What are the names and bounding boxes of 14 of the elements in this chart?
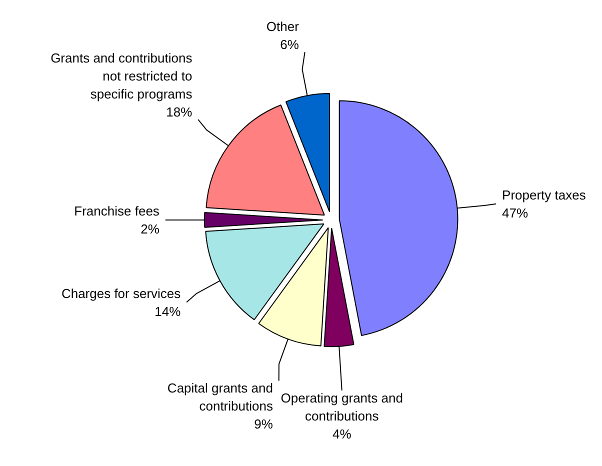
data-label: 2% bbox=[140, 221, 160, 236]
slice-label: Capital grants and contributions bbox=[167, 380, 274, 414]
slice-label: Charges for services bbox=[61, 286, 182, 301]
slice-label: Other bbox=[266, 19, 300, 34]
slice-label: Franchise fees bbox=[74, 203, 160, 218]
data-label: 9% bbox=[254, 416, 274, 432]
data-label: 47% bbox=[502, 205, 528, 220]
slice-label: Property taxes bbox=[502, 187, 586, 202]
slice-label: Grants and contributions not restricted to specific programs bbox=[50, 50, 193, 102]
data-label: 18% bbox=[166, 104, 193, 120]
data-label: 14% bbox=[154, 304, 182, 319]
data-label: 4% bbox=[332, 426, 352, 442]
data-label: 6% bbox=[280, 37, 300, 52]
slice-label: Operating grants and contributions bbox=[280, 390, 403, 424]
